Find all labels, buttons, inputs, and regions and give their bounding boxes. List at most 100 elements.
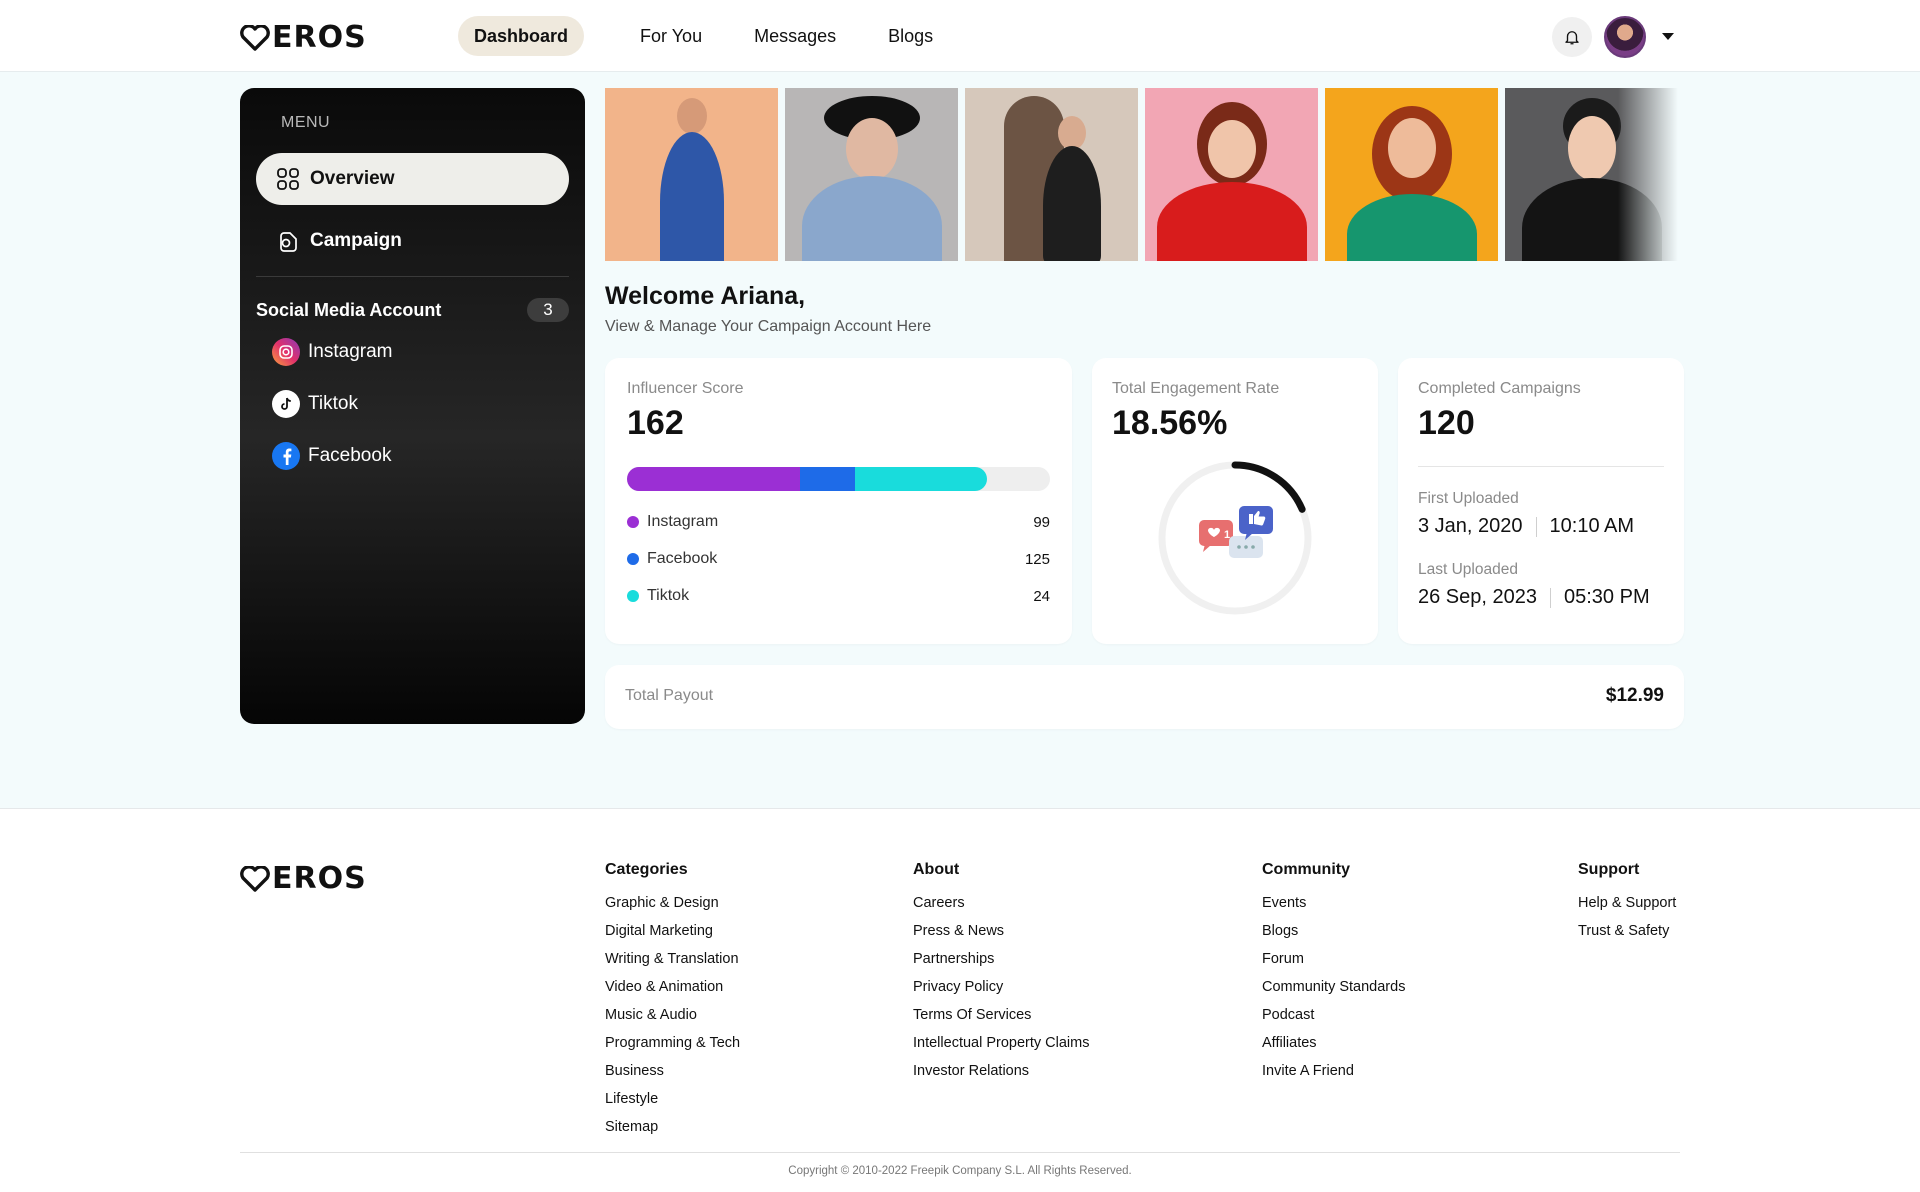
nav-for-you[interactable]: For You: [640, 26, 703, 46]
brand-name: EROS: [272, 861, 367, 896]
like-count-badge: 1: [1224, 529, 1230, 541]
photo-thumbnail[interactable]: [965, 88, 1138, 261]
sidebar-item-facebook[interactable]: Facebook: [272, 442, 391, 470]
footer-link[interactable]: Forum: [1262, 951, 1304, 967]
user-avatar[interactable]: [1604, 16, 1646, 58]
first-uploaded-time: 10:10 AM: [1549, 515, 1635, 537]
last-uploaded-datetime: 26 Sep, 2023 05:30 PM: [1418, 586, 1650, 609]
social-label: Tiktok: [308, 393, 358, 414]
footer-link[interactable]: Events: [1262, 895, 1307, 911]
photo-thumbnail[interactable]: [605, 88, 778, 261]
nav-dashboard[interactable]: Dashboard: [458, 16, 585, 56]
footer-column-title: About: [913, 861, 960, 878]
sidebar-item-instagram[interactable]: Instagram: [272, 338, 392, 366]
footer-link[interactable]: Business: [605, 1063, 664, 1079]
instagram-icon: [272, 338, 300, 366]
footer-link[interactable]: Affiliates: [1262, 1035, 1317, 1051]
nav-messages[interactable]: Messages: [754, 26, 837, 46]
sidebar-item-overview[interactable]: Overview: [256, 153, 569, 205]
brand-name: EROS: [272, 20, 367, 55]
heart-logo-icon: [240, 865, 270, 892]
first-uploaded-label: First Uploaded: [1418, 490, 1519, 507]
welcome-subtitle: View & Manage Your Campaign Account Here: [605, 318, 932, 335]
footer-link[interactable]: Trust & Safety: [1578, 923, 1670, 939]
tiktok-dot: [627, 590, 639, 602]
footer-link[interactable]: Invite A Friend: [1262, 1063, 1354, 1079]
score-row-facebook: Facebook 125: [627, 550, 1050, 568]
score-row-label: Facebook: [647, 550, 718, 567]
footer-link[interactable]: Lifestyle: [605, 1091, 659, 1107]
first-uploaded-date: 3 Jan, 2020: [1418, 515, 1523, 537]
footer-link[interactable]: Terms Of Services: [913, 1007, 1032, 1023]
sidebar: MENU Overview Campaign Social Media Acco…: [240, 88, 585, 724]
photo-thumbnail[interactable]: [785, 88, 958, 261]
footer-link[interactable]: Careers: [913, 895, 965, 911]
sidebar-item-campaign[interactable]: Campaign: [256, 215, 569, 267]
engagement-illustration-icon: 1: [1199, 506, 1273, 558]
engagement-ring: 1: [1158, 461, 1312, 615]
score-bar-instagram-segment: [627, 467, 801, 491]
engagement-ring-progress: [1158, 461, 1312, 615]
last-uploaded-time: 05:30 PM: [1564, 586, 1650, 608]
completed-campaigns-label: Completed Campaigns: [1418, 380, 1581, 397]
photo-thumbnail[interactable]: [1325, 88, 1498, 261]
footer-link[interactable]: Privacy Policy: [913, 979, 1004, 995]
footer-link[interactable]: Digital Marketing: [605, 923, 713, 939]
footer-link[interactable]: Graphic & Design: [605, 895, 719, 911]
last-uploaded-label: Last Uploaded: [1418, 561, 1518, 578]
footer-column-community: Community Events Blogs Forum Community S…: [1262, 861, 1405, 1085]
footer-link[interactable]: Partnerships: [913, 951, 995, 967]
influencer-score-value: 162: [627, 404, 684, 442]
score-row-label: Tiktok: [647, 587, 690, 604]
footer-link[interactable]: Community Standards: [1262, 979, 1406, 995]
social-accounts-title: Social Media Account: [256, 300, 442, 320]
footer-link[interactable]: Music & Audio: [605, 1007, 697, 1023]
footer-link[interactable]: Help & Support: [1578, 895, 1677, 911]
score-row-value: 24: [1033, 587, 1050, 605]
notification-button[interactable]: [1552, 17, 1592, 57]
footer-link[interactable]: Writing & Translation: [605, 951, 739, 967]
tiktok-icon: [272, 390, 300, 418]
footer-column-about: About Careers Press & News Partnerships …: [913, 861, 1090, 1085]
sidebar-item-label: Campaign: [310, 230, 402, 251]
date-separator: [1550, 587, 1551, 608]
footer-link[interactable]: Blogs: [1262, 923, 1299, 939]
influencer-photo-strip: [605, 88, 1680, 261]
footer-link[interactable]: Programming & Tech: [605, 1035, 741, 1051]
footer-link[interactable]: Video & Animation: [605, 979, 724, 995]
bell-icon: [1565, 31, 1579, 45]
completed-campaigns-value: 120: [1418, 404, 1475, 442]
top-header: EROS Dashboard For You Messages Blogs: [0, 0, 1920, 72]
score-row-label: Instagram: [647, 513, 719, 530]
menu-title: MENU: [281, 114, 331, 131]
footer-column-title: Support: [1578, 861, 1640, 878]
sidebar-item-tiktok[interactable]: Tiktok: [272, 390, 358, 418]
sidebar-divider: [256, 276, 569, 277]
footer-link[interactable]: Press & News: [913, 923, 1005, 939]
facebook-icon: [272, 442, 300, 470]
score-row-instagram: Instagram 99: [627, 513, 1050, 531]
photo-thumbnail[interactable]: [1505, 88, 1678, 261]
footer-link[interactable]: Investor Relations: [913, 1063, 1030, 1079]
total-payout-card: Total Payout $12.99: [605, 665, 1684, 729]
social-label: Facebook: [308, 445, 392, 466]
photo-thumbnail[interactable]: [1145, 88, 1318, 261]
total-payout-label: Total Payout: [625, 687, 714, 704]
first-uploaded-datetime: 3 Jan, 2020 10:10 AM: [1418, 515, 1634, 538]
nav-blogs[interactable]: Blogs: [888, 26, 934, 46]
footer-link[interactable]: Intellectual Property Claims: [913, 1035, 1090, 1051]
chevron-down-icon[interactable]: [1662, 33, 1674, 40]
copyright-text: Copyright © 2010-2022 Freepik Company S.…: [788, 1165, 1132, 1177]
social-label: Instagram: [308, 341, 393, 362]
footer-column-title: Community: [1262, 861, 1350, 878]
completed-campaigns-card: Completed Campaigns 120 First Uploaded 3…: [1398, 358, 1684, 644]
footer: EROS Categories Graphic & Design Digital…: [0, 808, 1920, 1192]
facebook-dot: [627, 553, 639, 565]
brand-logo[interactable]: EROS: [240, 20, 367, 55]
footer-link[interactable]: Podcast: [1262, 1007, 1315, 1023]
footer-link[interactable]: Sitemap: [605, 1119, 659, 1135]
footer-brand-logo[interactable]: EROS: [240, 861, 367, 896]
footer-divider: [240, 1152, 1680, 1153]
last-uploaded-date: 26 Sep, 2023: [1418, 586, 1537, 608]
influencer-score-label: Influencer Score: [627, 380, 744, 397]
